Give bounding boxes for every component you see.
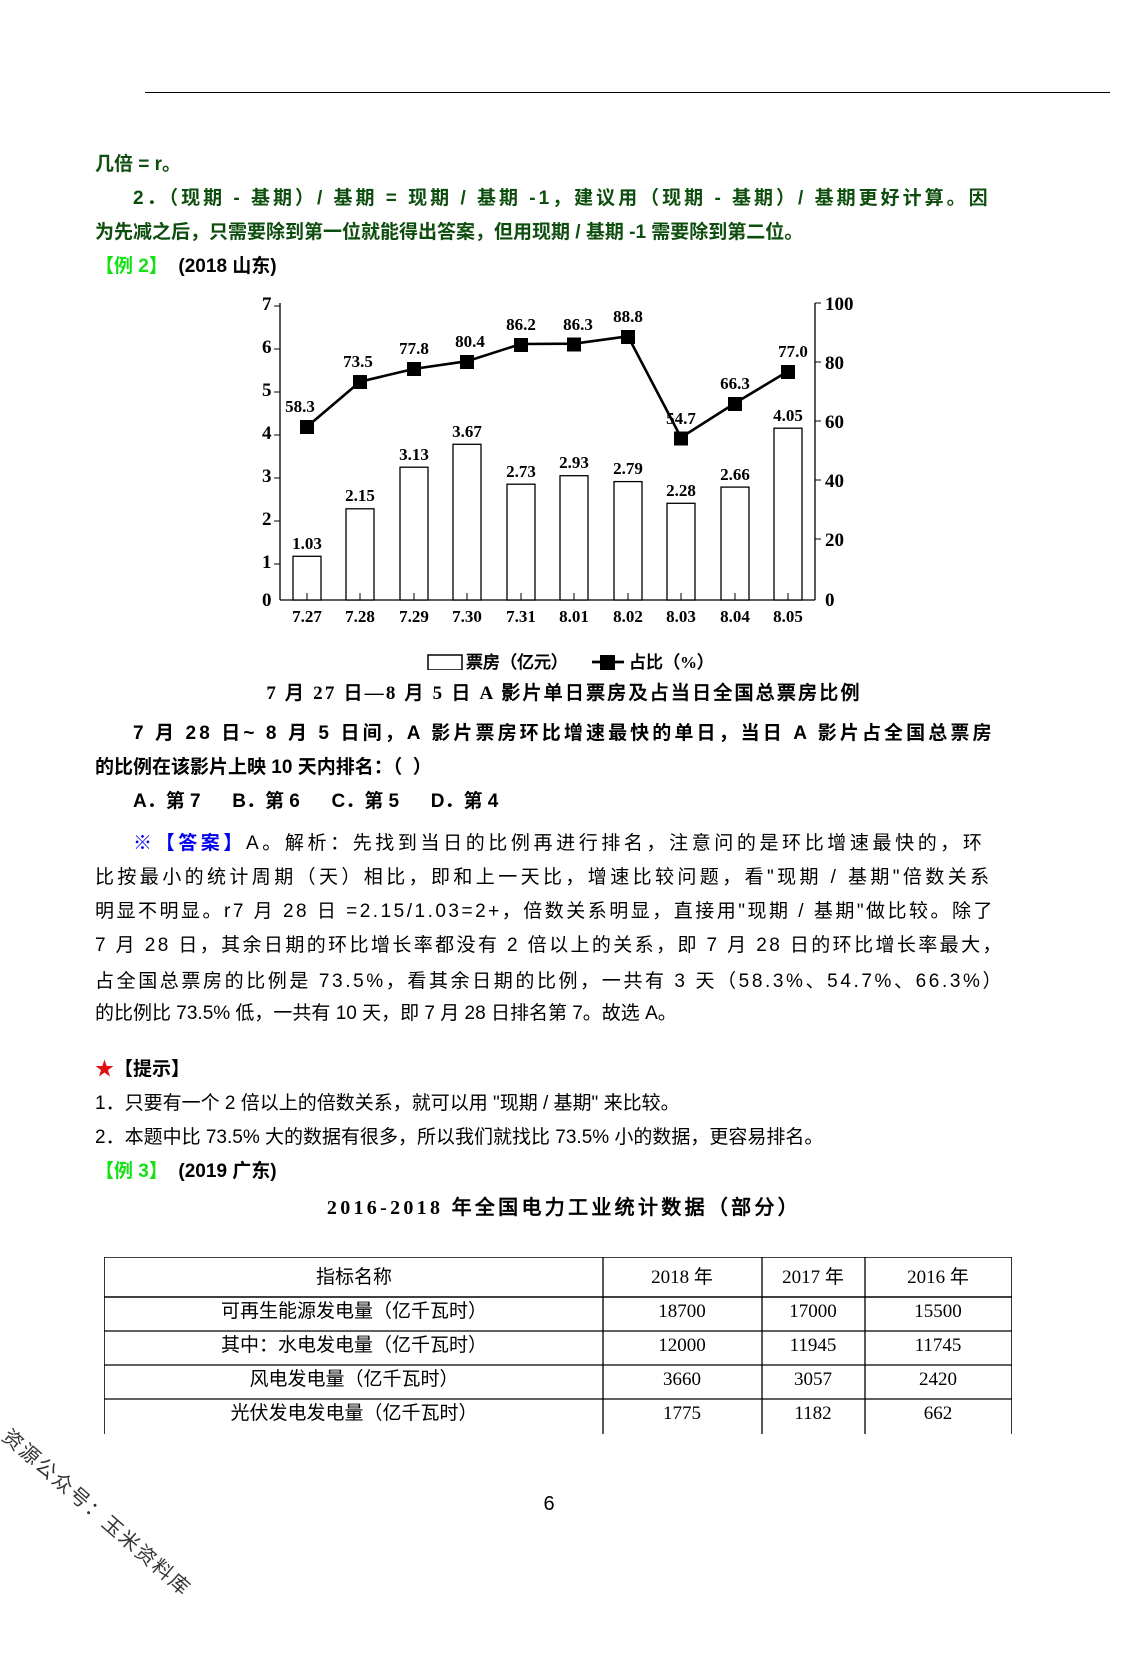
svg-text:指标名称: 指标名称 [316,1266,392,1288]
svg-text:2.28: 2.28 [666,481,696,500]
svg-text:2.93: 2.93 [559,453,589,472]
svg-text:8.02: 8.02 [613,607,643,626]
svg-text:3660: 3660 [663,1369,701,1390]
svg-text:8.05: 8.05 [773,607,803,626]
svg-text:7.30: 7.30 [452,607,482,626]
svg-text:73.5: 73.5 [343,352,373,371]
svg-text:其中：水电发电量（亿千瓦时）: 其中：水电发电量（亿千瓦时） [221,1334,487,1356]
svg-text:3057: 3057 [794,1369,832,1390]
svg-text:7.28: 7.28 [345,607,375,626]
svg-text:2.79: 2.79 [613,459,643,478]
svg-text:2: 2 [262,509,272,530]
svg-text:18700: 18700 [658,1301,706,1322]
svg-text:6: 6 [262,337,272,358]
svg-text:17000: 17000 [789,1301,837,1322]
svg-text:20: 20 [825,530,844,551]
svg-text:54.7: 54.7 [666,409,696,428]
svg-text:2420: 2420 [919,1369,957,1390]
svg-text:3: 3 [262,466,272,487]
svg-text:1.03: 1.03 [292,534,322,553]
svg-text:票房（亿元）: 票房（亿元） [466,652,568,670]
svg-text:86.3: 86.3 [563,315,593,334]
svg-text:80: 80 [825,353,844,374]
svg-text:2018 年: 2018 年 [651,1266,713,1288]
svg-text:2.15: 2.15 [345,486,375,505]
svg-text:1182: 1182 [794,1403,831,1424]
svg-text:58.3: 58.3 [285,397,315,416]
svg-text:7.31: 7.31 [506,607,536,626]
svg-text:77.8: 77.8 [399,339,429,358]
svg-text:3.13: 3.13 [399,445,429,464]
svg-text:3.67: 3.67 [452,422,482,441]
svg-text:7.27: 7.27 [292,607,322,626]
svg-text:77.0: 77.0 [778,342,808,361]
svg-text:可再生能源发电量（亿千瓦时）: 可再生能源发电量（亿千瓦时） [221,1300,487,1322]
svg-text:占比（%）: 占比（%） [629,652,714,670]
svg-text:2.66: 2.66 [720,465,750,484]
svg-text:1: 1 [262,552,272,573]
svg-text:8.04: 8.04 [720,607,750,626]
svg-text:5: 5 [262,380,272,401]
svg-text:1775: 1775 [663,1403,701,1424]
svg-text:4.05: 4.05 [773,406,803,425]
svg-text:2017 年: 2017 年 [782,1266,844,1288]
svg-text:15500: 15500 [914,1301,962,1322]
svg-text:0: 0 [262,590,272,611]
svg-text:0: 0 [825,590,835,611]
svg-text:66.3: 66.3 [720,374,750,393]
svg-text:80.4: 80.4 [455,332,485,351]
svg-text:60: 60 [825,412,844,433]
svg-text:40: 40 [825,471,844,492]
svg-text:2.73: 2.73 [506,462,536,481]
svg-text:8.01: 8.01 [559,607,589,626]
svg-text:光伏发电发电量（亿千瓦时）: 光伏发电发电量（亿千瓦时） [230,1402,477,1424]
svg-text:4: 4 [262,423,272,444]
svg-text:88.8: 88.8 [613,307,643,326]
svg-text:11745: 11745 [915,1335,962,1356]
svg-text:7: 7 [262,294,272,315]
svg-text:8.03: 8.03 [666,607,696,626]
svg-text:12000: 12000 [658,1335,706,1356]
svg-text:100: 100 [825,294,854,315]
svg-text:风电发电量（亿千瓦时）: 风电发电量（亿千瓦时） [249,1368,458,1390]
svg-text:11945: 11945 [790,1335,837,1356]
svg-text:2016 年: 2016 年 [907,1266,969,1288]
svg-text:7.29: 7.29 [399,607,429,626]
svg-text:86.2: 86.2 [506,315,536,334]
svg-text:662: 662 [924,1403,953,1424]
